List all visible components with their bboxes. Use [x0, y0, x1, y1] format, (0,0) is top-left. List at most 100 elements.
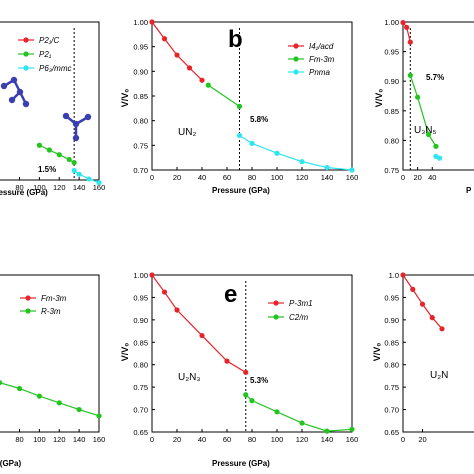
x-tick-label: 20 — [418, 435, 426, 444]
data-point — [236, 132, 243, 139]
series-line — [409, 75, 437, 147]
material-label: U₂N₃ — [178, 372, 200, 383]
data-point — [76, 406, 82, 413]
data-point — [249, 398, 255, 404]
x-tick-label: 160 — [346, 435, 359, 444]
x-tick-label: 0 — [401, 435, 405, 444]
data-point — [96, 413, 102, 419]
legend-marker — [23, 37, 29, 43]
y-axis-label: V/V₀ — [120, 89, 130, 108]
x-tick-label: 100 — [271, 435, 284, 444]
series-line — [0, 382, 100, 417]
legend-marker — [293, 56, 299, 62]
material-label: UN₂ — [178, 127, 196, 138]
y-axis-label: V/V₀ — [372, 343, 382, 362]
x-tick-label: 40 — [428, 173, 436, 182]
data-point — [400, 272, 406, 278]
data-point — [205, 82, 211, 88]
data-point — [66, 156, 72, 163]
y-tick-label: 0.70 — [133, 166, 148, 175]
y-tick-label: 0.75 — [384, 383, 399, 392]
x-axis-label: Pressure (GPa) — [212, 186, 270, 195]
legend-entry: Fm-3m — [41, 294, 67, 303]
y-axis-label: V/V₀ — [120, 343, 130, 362]
data-point — [36, 142, 42, 148]
panel-c: 0 20 40 0.75 0.80 0.85 0.90 0.95 1.00 P V/V₀ 5.7% U₃… — [374, 18, 474, 195]
y-tick-label: 0.90 — [133, 316, 148, 325]
x-tick-label: 80 — [248, 435, 256, 444]
data-point — [349, 426, 355, 432]
x-tick-label: 0 — [150, 435, 154, 444]
data-point — [199, 77, 205, 83]
x-tick-label: 120 — [296, 435, 309, 444]
legend-entry: P6₃/mmc — [39, 64, 72, 73]
x-tick-label: 120 — [53, 183, 66, 192]
data-point — [56, 400, 62, 406]
data-point — [410, 286, 416, 292]
legend-marker — [293, 69, 299, 75]
y-tick-label: 0.80 — [133, 361, 148, 370]
x-tick-label: 0 — [401, 173, 405, 182]
data-point — [86, 176, 92, 182]
panel-f: 0 20 0.65 0.70 0.75 0.80 0.85 0.90 0.95 1.0 V/V₀ U₂… — [372, 271, 474, 444]
legend-marker — [293, 43, 299, 49]
x-tick-label: 140 — [73, 183, 86, 192]
y-tick-label: 1.0 — [389, 271, 399, 280]
material-label: U₂N — [430, 370, 448, 381]
y-tick-label: 0.95 — [133, 293, 148, 302]
y-tick-label: 0.85 — [384, 107, 399, 116]
y-tick-label: 0.85 — [133, 92, 148, 101]
legend-marker — [25, 308, 31, 314]
y-tick-label: 0.95 — [384, 48, 399, 57]
data-point — [161, 289, 168, 295]
data-point — [243, 392, 249, 398]
data-point — [36, 393, 42, 399]
plot-frame — [402, 274, 474, 433]
volume-collapse-label: 5.7% — [426, 73, 444, 82]
data-point — [415, 94, 421, 100]
series-line — [239, 134, 353, 171]
x-axis-label: Pressure (GPa) — [0, 188, 48, 197]
data-point — [71, 167, 77, 174]
y-tick-label: 1.00 — [133, 271, 148, 280]
x-tick-label: 140 — [73, 435, 86, 444]
panel-b: 0 20 40 60 80 100 120 140 160 0.70 0.75 0.80 0.85 0.9… — [120, 18, 358, 195]
legend-marker — [273, 314, 279, 320]
data-point — [149, 19, 155, 25]
data-point — [299, 420, 305, 426]
data-point — [174, 307, 180, 313]
panel-letter: e — [224, 281, 237, 308]
y-tick-label: 0.75 — [384, 166, 399, 175]
y-tick-label: 0.80 — [384, 361, 399, 370]
data-point — [71, 160, 77, 166]
x-tick-label: 20 — [173, 173, 181, 182]
legend-entry: C2/m — [289, 313, 308, 322]
data-point — [349, 167, 355, 173]
data-point — [0, 380, 3, 386]
data-point — [249, 140, 255, 146]
data-point — [425, 131, 432, 138]
x-tick-label: 60 — [223, 173, 231, 182]
panel-a: 80 100 120 140 160 Pressure (GPa) 1.5% P2₁/C P2₁… — [0, 21, 105, 197]
x-tick-label: 160 — [93, 435, 106, 444]
y-tick-label: 0.70 — [133, 406, 148, 415]
legend-entry: P2₁ — [39, 50, 52, 59]
data-point — [243, 369, 249, 375]
x-tick-label: 140 — [321, 173, 334, 182]
x-tick-label: 100 — [33, 183, 46, 192]
legend-entry: I4₁/acd — [309, 42, 334, 51]
x-tick-label: 60 — [223, 435, 231, 444]
y-axis-label: V/V₀ — [374, 89, 384, 108]
y-tick-label: 0.65 — [384, 428, 399, 437]
x-tick-label: 40 — [198, 435, 206, 444]
series-line — [151, 21, 203, 81]
legend-marker — [23, 65, 29, 71]
volume-collapse-label: 1.5% — [38, 165, 56, 174]
x-tick-label: 140 — [321, 435, 334, 444]
panel-e: 0 20 40 60 80 100 120 140 160 0.65 0.70 0.75 0.80 0.8… — [120, 271, 358, 468]
legend-marker — [273, 300, 279, 306]
x-tick-label: 160 — [346, 173, 359, 182]
data-point — [96, 180, 102, 186]
plot-frame — [402, 21, 474, 171]
data-point — [429, 315, 435, 321]
